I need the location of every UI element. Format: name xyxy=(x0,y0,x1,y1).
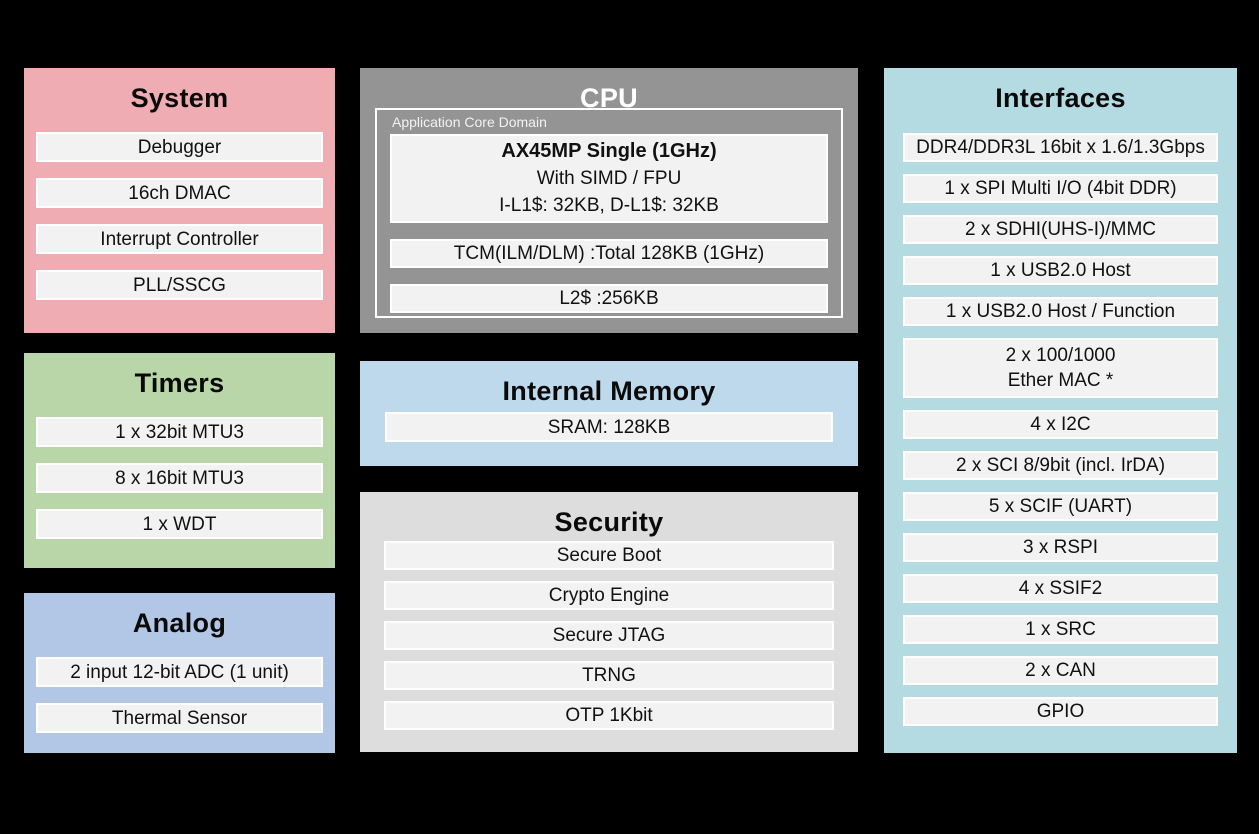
block-trng: TRNG xyxy=(384,661,834,690)
block-tcm: TCM(ILM/DLM) :Total 128KB (1GHz) xyxy=(390,239,828,268)
panel-analog-rows: 2 input 12-bit ADC (1 unit) Thermal Sens… xyxy=(24,642,335,733)
panel-security: Security Secure Boot Crypto Engine Secur… xyxy=(360,492,858,752)
panel-security-title: Security xyxy=(554,507,664,537)
core-simd-fpu: With SIMD / FPU xyxy=(536,168,682,189)
panel-internal-memory: Internal Memory SRAM: 128KB xyxy=(360,361,858,466)
block-sdhi-mmc: 2 x SDHI(UHS-I)/MMC xyxy=(903,215,1218,244)
panel-cpu: CPU Application Core Domain AX45MP Singl… xyxy=(360,68,858,333)
block-otp: OTP 1Kbit xyxy=(384,701,834,730)
block-i2c: 4 x I2C xyxy=(903,410,1218,439)
block-ddr: DDR4/DDR3L 16bit x 1.6/1.3Gbps xyxy=(903,133,1218,162)
panel-interfaces-rows: DDR4/DDR3L 16bit x 1.6/1.3Gbps 1 x SPI M… xyxy=(884,117,1237,726)
block-sram: SRAM: 128KB xyxy=(385,412,833,442)
block-can: 2 x CAN xyxy=(903,656,1218,685)
block-interrupt-controller: Interrupt Controller xyxy=(36,224,323,254)
block-dmac: 16ch DMAC xyxy=(36,178,323,208)
panel-timers-title: Timers xyxy=(134,368,225,398)
panel-analog: Analog 2 input 12-bit ADC (1 unit) Therm… xyxy=(24,593,335,753)
panel-security-rows: Secure Boot Crypto Engine Secure JTAG TR… xyxy=(360,541,858,730)
block-secure-boot: Secure Boot xyxy=(384,541,834,570)
panel-analog-title: Analog xyxy=(132,608,227,638)
block-crypto-engine: Crypto Engine xyxy=(384,581,834,610)
block-ether-mac: 2 x 100/1000 Ether MAC * xyxy=(903,338,1218,398)
block-ax45mp-core: AX45MP Single (1GHz) With SIMD / FPU I-L… xyxy=(390,134,828,223)
block-pll-sscg: PLL/SSCG xyxy=(36,270,323,300)
core-name: AX45MP Single (1GHz) xyxy=(501,140,717,162)
panel-system-title: System xyxy=(130,83,229,113)
block-wdt: 1 x WDT xyxy=(36,509,323,539)
panel-interfaces-title: Interfaces xyxy=(995,83,1126,113)
block-usb-host-function: 1 x USB2.0 Host / Function xyxy=(903,297,1218,326)
application-core-domain-label: Application Core Domain xyxy=(392,114,547,130)
block-secure-jtag: Secure JTAG xyxy=(384,621,834,650)
panel-timers: Timers 1 x 32bit MTU3 8 x 16bit MTU3 1 x… xyxy=(24,353,335,568)
block-l2-cache: L2$ :256KB xyxy=(390,284,828,313)
panel-interfaces: Interfaces DDR4/DDR3L 16bit x 1.6/1.3Gbp… xyxy=(884,68,1237,753)
block-debugger: Debugger xyxy=(36,132,323,162)
block-thermal-sensor: Thermal Sensor xyxy=(36,703,323,733)
block-usb-host: 1 x USB2.0 Host xyxy=(903,256,1218,285)
block-spi-multi-io: 1 x SPI Multi I/O (4bit DDR) xyxy=(903,174,1218,203)
block-src: 1 x SRC xyxy=(903,615,1218,644)
block-16bit-mtu3: 8 x 16bit MTU3 xyxy=(36,463,323,493)
block-ssif2: 4 x SSIF2 xyxy=(903,574,1218,603)
block-scif-uart: 5 x SCIF (UART) xyxy=(903,492,1218,521)
block-32bit-mtu3: 1 x 32bit MTU3 xyxy=(36,417,323,447)
block-adc: 2 input 12-bit ADC (1 unit) xyxy=(36,657,323,687)
panel-system-rows: Debugger 16ch DMAC Interrupt Controller … xyxy=(24,117,335,300)
panel-internal-memory-rows: SRAM: 128KB xyxy=(360,410,858,442)
panel-system: System Debugger 16ch DMAC Interrupt Cont… xyxy=(24,68,335,333)
block-rspi: 3 x RSPI xyxy=(903,533,1218,562)
core-l1-cache: I-L1$: 32KB, D-L1$: 32KB xyxy=(499,195,719,216)
panel-internal-memory-title: Internal Memory xyxy=(502,376,716,406)
block-sci: 2 x SCI 8/9bit (incl. IrDA) xyxy=(903,451,1218,480)
application-core-domain-box: Application Core Domain AX45MP Single (1… xyxy=(375,108,843,318)
block-gpio: GPIO xyxy=(903,697,1218,726)
panel-timers-rows: 1 x 32bit MTU3 8 x 16bit MTU3 1 x WDT xyxy=(24,402,335,539)
